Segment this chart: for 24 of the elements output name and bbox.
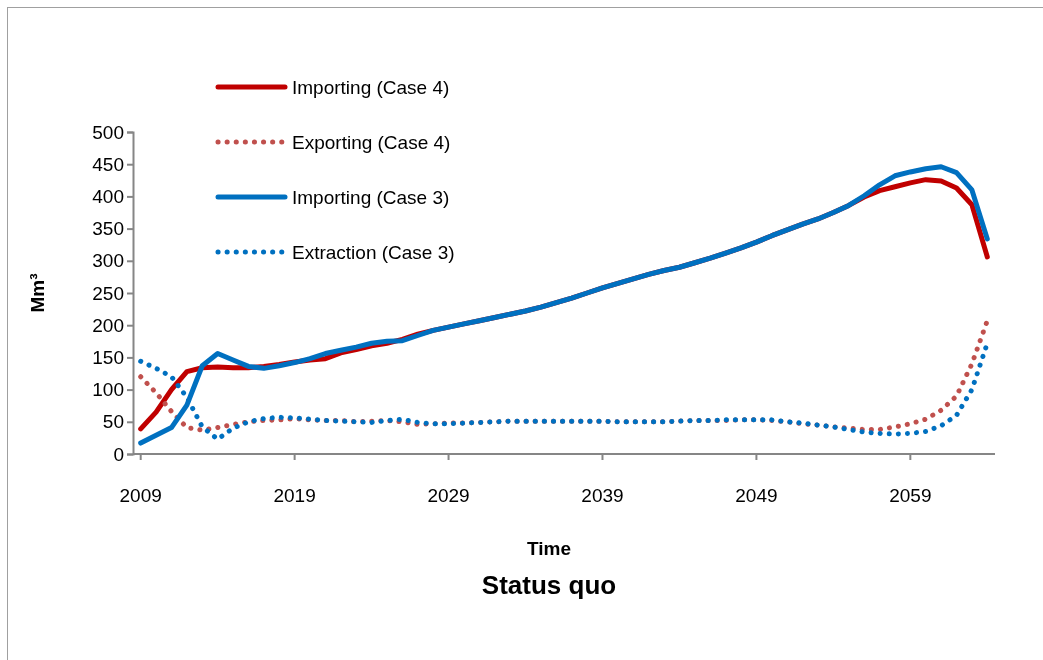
legend-label: Extraction (Case 3) [292, 242, 455, 263]
legend-label: Importing (Case 3) [292, 187, 450, 208]
y-tick-label: 400 [92, 185, 124, 207]
x-tick-label: 2049 [735, 485, 778, 506]
y-tick-label: 300 [92, 250, 124, 272]
x-tick-label: 2039 [581, 485, 624, 506]
y-axis-title: Mm³ [27, 273, 48, 313]
x-tick-label: 2029 [427, 485, 470, 506]
y-tick-label: 250 [92, 282, 124, 304]
y-tick-label: 200 [92, 314, 124, 336]
text: Status quo [481, 570, 617, 600]
x-tick-label: 2059 [889, 485, 932, 506]
y-tick-label: 50 [102, 411, 124, 433]
y-tick-label: 500 [92, 121, 124, 143]
y-tick-label: 150 [92, 346, 124, 368]
y-tick-label: 450 [92, 153, 124, 175]
legend-label: Exporting (Case 4) [292, 132, 451, 153]
x-tick-label: 2009 [119, 485, 162, 506]
legend-label: Importing (Case 4) [292, 77, 450, 98]
x-tick-label: 2019 [273, 485, 316, 506]
y-tick-label: 100 [92, 379, 124, 401]
y-tick-label: 350 [92, 218, 124, 240]
x-axis-title: Time [526, 538, 572, 559]
y-tick-label: 0 [113, 443, 124, 465]
